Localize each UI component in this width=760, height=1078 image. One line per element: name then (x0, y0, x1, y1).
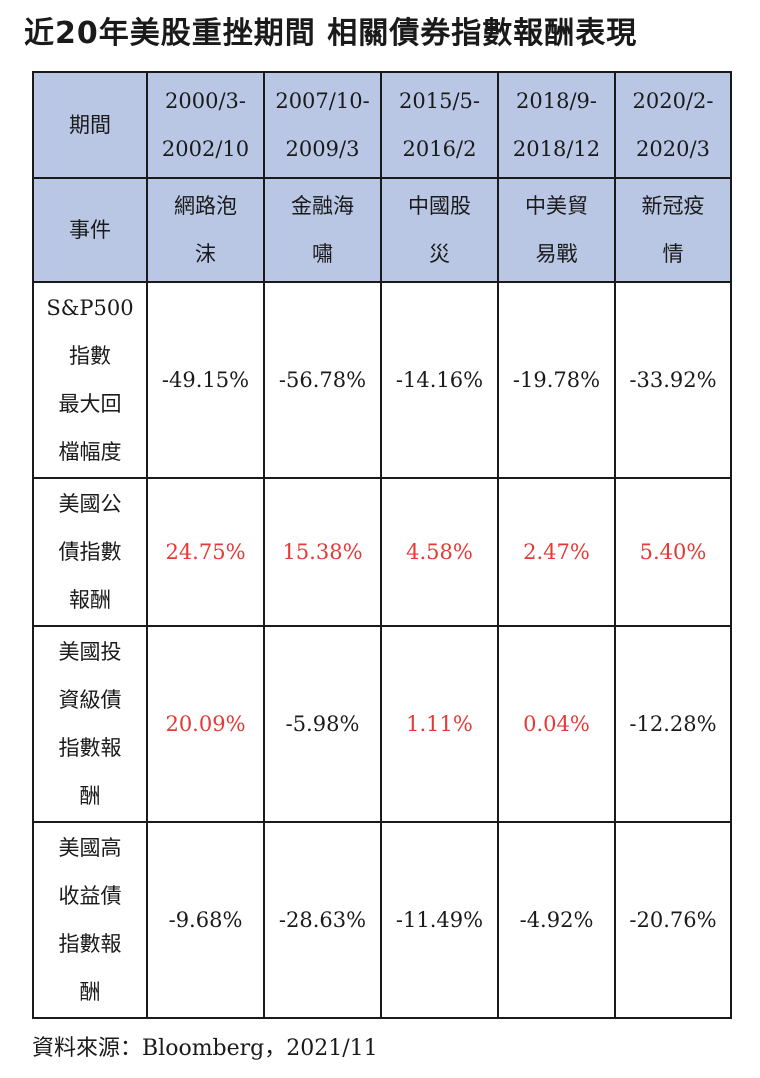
value-cell: -9.68% (146, 821, 265, 1019)
event-cell: 中國股 災 (380, 177, 499, 283)
value-cell: 24.75% (146, 477, 265, 627)
value-cell: 0.04% (497, 625, 616, 823)
row-label: 美國投 資級債 指數報 酬 (32, 625, 148, 823)
value-cell: -5.98% (263, 625, 382, 823)
value-cell: -12.28% (614, 625, 732, 823)
value-cell: 20.09% (146, 625, 265, 823)
value-cell: -11.49% (380, 821, 499, 1019)
bond-returns-table: 期間 2000/3- 2002/10 2007/10- 2009/3 2015/… (32, 71, 732, 1019)
table-row: 美國高 收益債 指數報 酬 -9.68% -28.63% -11.49% -4.… (32, 821, 732, 1019)
value-cell: -33.92% (614, 281, 732, 479)
row-label: 美國高 收益債 指數報 酬 (32, 821, 148, 1019)
event-cell: 網路泡 沫 (146, 177, 265, 283)
value-cell: 5.40% (614, 477, 732, 627)
value-cell: -28.63% (263, 821, 382, 1019)
period-cell: 2020/2- 2020/3 (614, 71, 732, 179)
value-cell: -4.92% (497, 821, 616, 1019)
row-label: 美國公 債指數 報酬 (32, 477, 148, 627)
event-cell: 中美貿 易戰 (497, 177, 616, 283)
value-cell: -19.78% (497, 281, 616, 479)
value-cell: -49.15% (146, 281, 265, 479)
period-cell: 2015/5- 2016/2 (380, 71, 499, 179)
value-cell: -14.16% (380, 281, 499, 479)
source-note: 資料來源：Bloomberg，2021/11 (32, 1036, 378, 1061)
header-label-period: 期間 (32, 71, 148, 179)
event-cell: 金融海 嘯 (263, 177, 382, 283)
table-row: S&P500 指數 最大回 檔幅度 -49.15% -56.78% -14.16… (32, 281, 732, 479)
period-cell: 2000/3- 2002/10 (146, 71, 265, 179)
table-row: 美國投 資級債 指數報 酬 20.09% -5.98% 1.11% 0.04% … (32, 625, 732, 823)
value-cell: 15.38% (263, 477, 382, 627)
event-header-row: 事件 網路泡 沫 金融海 嘯 中國股 災 中美貿 易戰 新冠疫 情 (32, 177, 732, 283)
period-cell: 2007/10- 2009/3 (263, 71, 382, 179)
header-label-event: 事件 (32, 177, 148, 283)
row-label: S&P500 指數 最大回 檔幅度 (32, 281, 148, 479)
chart-title: 近20年美股重挫期間 相關債券指數報酬表現 (24, 16, 638, 51)
event-cell: 新冠疫 情 (614, 177, 732, 283)
value-cell: 2.47% (497, 477, 616, 627)
value-cell: 1.11% (380, 625, 499, 823)
value-cell: -20.76% (614, 821, 732, 1019)
period-cell: 2018/9- 2018/12 (497, 71, 616, 179)
period-header-row: 期間 2000/3- 2002/10 2007/10- 2009/3 2015/… (32, 71, 732, 179)
table-row: 美國公 債指數 報酬 24.75% 15.38% 4.58% 2.47% 5.4… (32, 477, 732, 627)
value-cell: -56.78% (263, 281, 382, 479)
value-cell: 4.58% (380, 477, 499, 627)
